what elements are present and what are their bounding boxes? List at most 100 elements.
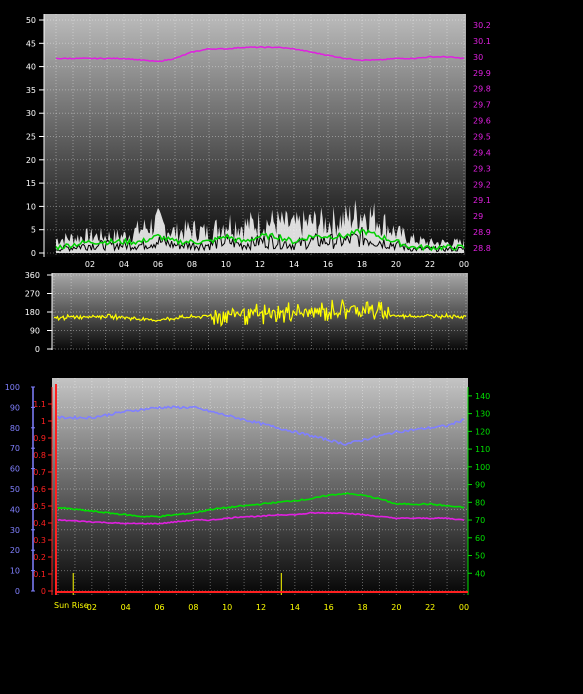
x-tick-label: 16 (324, 603, 334, 612)
humidity-tick-label: 90 (10, 403, 20, 412)
rain-tick-label: 0.1 (33, 570, 46, 579)
baro-tick-label: 29.6 (473, 117, 491, 126)
x-tick-label: 06 (154, 603, 164, 612)
compass-e: E (484, 323, 493, 338)
x-tick-label: 10 (222, 603, 232, 612)
humidity-label: Humidity (74, 358, 125, 373)
wind-direction-line (53, 299, 467, 328)
x-tick-label: 12 (256, 603, 266, 612)
baro-tick-label: 30 (473, 53, 483, 62)
sunrise-label: Sun Rise (54, 601, 89, 610)
direction-tick-label: 360 (25, 271, 40, 280)
wind-tick-label: 0 (31, 249, 36, 258)
x-tick-label: 00 (459, 603, 469, 612)
x-tick-label: 08 (188, 603, 198, 612)
wind-average-line (55, 228, 465, 252)
humidity-tick-label: 40 (10, 505, 20, 514)
x-tick-label: 18 (357, 260, 367, 269)
humidity-tick-label: 60 (10, 465, 20, 474)
rain-tick-label: 0.5 (33, 502, 46, 511)
x-tick-label: 02 (85, 260, 95, 269)
temp-tick-label: 110 (475, 445, 490, 454)
wind-tick-label: 30 (26, 109, 36, 118)
baro-tick-label: 28.8 (473, 244, 491, 253)
barometer-line (55, 46, 465, 63)
baro-tick-label: 30.2 (473, 21, 491, 30)
rainfall-label: Rainfall (.in) (0, 358, 70, 373)
rain-tick-label: 0.4 (33, 519, 46, 528)
temp-tick-label: 40 (475, 569, 485, 578)
x-tick-label: 00 (459, 260, 469, 269)
wind-tick-label: 15 (26, 179, 36, 188)
wind-tick-label: 35 (26, 86, 36, 95)
barometer-label: Barometer ( in) (413, 0, 494, 14)
temp-tick-label: 60 (475, 534, 485, 543)
baro-tick-label: 29.4 (473, 148, 491, 157)
humidity-tick-label: 50 (10, 485, 20, 494)
temp-tick-label: 90 (475, 481, 485, 490)
dewpoint-label: Dew Point (°F) (437, 358, 522, 373)
rain-tick-label: 0.2 (33, 553, 46, 562)
x-tick-label: 22 (425, 603, 435, 612)
x-tick-label: 10 (221, 260, 231, 269)
baro-tick-label: 29.1 (473, 196, 491, 205)
rain-tick-label: 0.6 (33, 485, 46, 494)
rain-tick-label: 0.9 (33, 434, 46, 443)
wind-tick-label: 45 (26, 39, 36, 48)
dewpoint-line (57, 511, 465, 525)
direction-tick-label: 90 (30, 327, 40, 336)
rain-tick-label: 0.3 (33, 536, 46, 545)
temp-tick-label: 130 (475, 410, 490, 419)
x-tick-label: 12 (255, 260, 265, 269)
temperature-label: Temperature (°F) (348, 358, 447, 373)
temp-tick-label: 70 (475, 516, 485, 525)
temp-tick-label: 80 (475, 498, 485, 507)
compass-n-bottom: N (484, 341, 494, 356)
humidity-tick-label: 70 (10, 444, 20, 453)
rain-tick-label: 1.1 (33, 400, 46, 409)
direction-tick-label: 180 (25, 308, 40, 317)
compass-s: S (484, 304, 493, 319)
direction-tick-label: 0 (35, 345, 40, 354)
humidity-line (57, 405, 465, 446)
temperature-line (57, 492, 465, 518)
baro-tick-label: 29 (473, 212, 483, 221)
baro-tick-label: 29.5 (473, 133, 491, 142)
x-tick-label: 04 (121, 603, 131, 612)
temp-humidity-plot-area (52, 378, 468, 595)
rain-tick-label: 1 (41, 417, 46, 426)
wind-tick-label: 25 (26, 133, 36, 142)
rain-tick-label: 0.8 (33, 451, 46, 460)
baro-tick-label: 30.1 (473, 37, 491, 46)
x-tick-label: 20 (391, 603, 401, 612)
humidity-tick-label: 20 (10, 546, 20, 555)
x-tick-label: 16 (323, 260, 333, 269)
baro-tick-label: 28.9 (473, 228, 491, 237)
baro-tick-label: 29.9 (473, 69, 491, 78)
wind-tick-label: 5 (31, 226, 36, 235)
baro-tick-label: 29.7 (473, 101, 491, 110)
x-tick-label: 14 (289, 260, 299, 269)
temp-tick-label: 100 (475, 463, 490, 472)
humidity-tick-label: 30 (10, 526, 20, 535)
baro-tick-label: 29.2 (473, 180, 491, 189)
x-tick-label: 04 (119, 260, 129, 269)
x-tick-label: 06 (153, 260, 163, 269)
wind-tick-label: 40 (26, 63, 36, 72)
rain-tick-label: 0 (41, 587, 46, 596)
rain-tick-label: 0.7 (33, 468, 46, 477)
x-tick-label: 18 (357, 603, 367, 612)
x-tick-label: 08 (187, 260, 197, 269)
baro-tick-label: 29.3 (473, 164, 491, 173)
x-tick-label: 02 (87, 603, 97, 612)
x-tick-label: 20 (391, 260, 401, 269)
wind-tick-label: 10 (26, 202, 36, 211)
humidity-tick-label: 80 (10, 424, 20, 433)
humidity-tick-label: 100 (5, 383, 20, 392)
compass-n-top: N (484, 266, 494, 281)
wind-direction-plot-area (52, 273, 468, 350)
temp-tick-label: 50 (475, 552, 485, 561)
graph-title: 24 hour graph day : July 05 2025 (192, 0, 368, 14)
humidity-tick-label: 10 (10, 567, 20, 576)
x-tick-label: 22 (425, 260, 435, 269)
